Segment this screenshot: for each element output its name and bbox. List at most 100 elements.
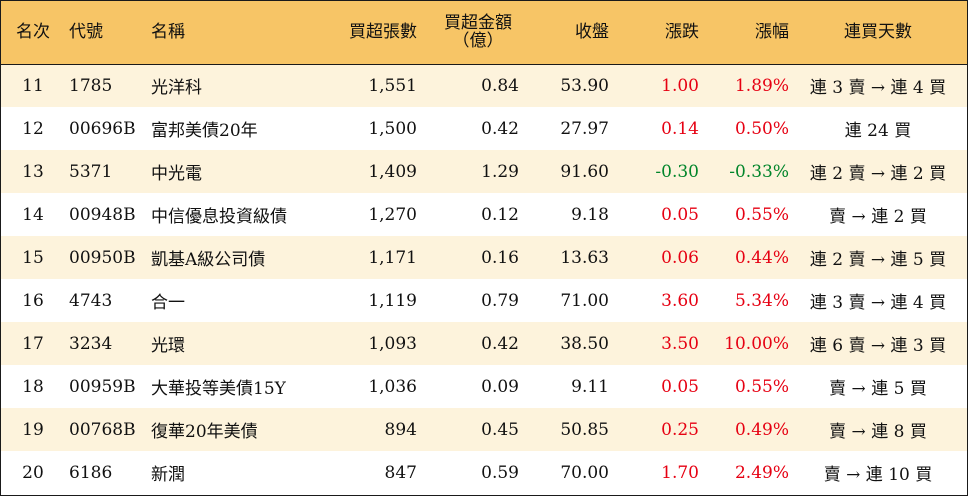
cell-buy-amount: 0.42 xyxy=(481,333,519,354)
cell-buy-lots: 1,171 xyxy=(368,247,417,268)
table-row: 15 00950B 凱基A級公司債 1,171 0.16 13.63 0.06 … xyxy=(1,236,967,279)
cell-change: 0.06 xyxy=(661,247,699,268)
cell-buy-lots: 1,270 xyxy=(368,204,417,225)
cell-consecutive-days: 賣 → 連 10 買 xyxy=(823,465,933,485)
cell-change: 1.70 xyxy=(661,462,699,483)
cell-pct: 0.49% xyxy=(734,419,789,440)
cell-buy-amount: 0.84 xyxy=(481,75,519,96)
cell-buy-lots: 894 xyxy=(384,419,417,440)
cell-buy-lots: 1,119 xyxy=(368,290,417,311)
header-consecutive-days: 連買天數 xyxy=(789,1,967,65)
header-code: 代號 xyxy=(65,1,147,65)
cell-buy-amount: 1.29 xyxy=(481,161,519,182)
header-buy-amount: 買超金額 （億） xyxy=(417,1,519,65)
cell-close: 70.00 xyxy=(560,462,609,483)
cell-consecutive-days: 賣 → 連 8 買 xyxy=(829,422,927,442)
table-row: 19 00768B 復華20年美債 894 0.45 50.85 0.25 0.… xyxy=(1,408,967,451)
cell-rank: 12 xyxy=(22,118,44,139)
cell-code: 00959B xyxy=(69,376,136,397)
cell-pct: -0.33% xyxy=(729,161,789,182)
cell-pct: 5.34% xyxy=(734,290,789,311)
cell-buy-lots: 1,036 xyxy=(368,376,417,397)
cell-buy-amount: 0.59 xyxy=(481,462,519,483)
table-row: 11 1785 光洋科 1,551 0.84 53.90 1.00 1.89% … xyxy=(1,64,967,107)
header-buy-amount-line2: （億） xyxy=(452,31,504,52)
cell-buy-lots: 1,093 xyxy=(368,333,417,354)
cell-buy-lots: 847 xyxy=(384,462,417,483)
cell-name: 復華20年美債 xyxy=(151,422,258,442)
cell-pct: 1.89% xyxy=(734,75,789,96)
cell-consecutive-days: 連 6 賣 → 連 3 買 xyxy=(809,336,947,356)
cell-change: 0.14 xyxy=(661,118,699,139)
header-pct: 漲幅 xyxy=(699,1,789,65)
cell-pct: 0.55% xyxy=(734,376,789,397)
cell-rank: 17 xyxy=(22,333,44,354)
cell-close: 91.60 xyxy=(560,161,609,182)
cell-code: 5371 xyxy=(69,161,113,182)
cell-rank: 16 xyxy=(22,290,44,311)
cell-close: 38.50 xyxy=(560,333,609,354)
cell-name: 合一 xyxy=(151,293,185,313)
cell-consecutive-days: 連 3 賣 → 連 4 買 xyxy=(809,78,947,99)
cell-buy-amount: 0.16 xyxy=(481,247,519,268)
cell-code: 00768B xyxy=(69,419,136,440)
cell-close: 27.97 xyxy=(560,118,609,139)
cell-name: 中光電 xyxy=(151,164,202,184)
cell-rank: 15 xyxy=(22,247,44,268)
cell-buy-amount: 0.79 xyxy=(481,290,519,311)
cell-close: 50.85 xyxy=(560,419,609,440)
cell-code: 1785 xyxy=(69,75,113,96)
cell-pct: 10.00% xyxy=(724,333,789,354)
table-row: 18 00959B 大華投等美債15Y 1,036 0.09 9.11 0.05… xyxy=(1,365,967,408)
header-close: 收盤 xyxy=(519,1,609,65)
cell-buy-amount: 0.42 xyxy=(481,118,519,139)
cell-pct: 0.50% xyxy=(734,118,789,139)
cell-consecutive-days: 賣 → 連 5 買 xyxy=(829,379,927,399)
cell-buy-amount: 0.45 xyxy=(481,419,519,440)
cell-consecutive-days: 連 2 賣 → 連 2 買 xyxy=(809,164,947,184)
cell-close: 53.90 xyxy=(560,75,609,96)
header-row: 名次 代號 名稱 買超張數 買超金額 （億） 收盤 漲跌 漲幅 連買天數 xyxy=(1,1,967,65)
cell-pct: 0.55% xyxy=(734,204,789,225)
cell-code: 00950B xyxy=(69,247,136,268)
cell-pct: 2.49% xyxy=(734,462,789,483)
cell-pct: 0.44% xyxy=(734,247,789,268)
cell-buy-amount: 0.09 xyxy=(481,376,519,397)
cell-rank: 18 xyxy=(22,376,44,397)
cell-name: 新潤 xyxy=(151,465,185,485)
cell-buy-amount: 0.12 xyxy=(481,204,519,225)
table-row: 13 5371 中光電 1,409 1.29 91.60 -0.30 -0.33… xyxy=(1,150,967,193)
cell-consecutive-days: 連 24 買 xyxy=(844,121,912,141)
header-buy-amount-line1: 買超金額 xyxy=(444,13,512,34)
cell-name: 光洋科 xyxy=(151,78,202,99)
cell-change: 1.00 xyxy=(661,75,699,96)
table-row: 12 00696B 富邦美債20年 1,500 0.42 27.97 0.14 … xyxy=(1,107,967,150)
table-row: 14 00948B 中信優息投資級債 1,270 0.12 9.18 0.05 … xyxy=(1,193,967,236)
cell-change: 0.25 xyxy=(661,419,699,440)
cell-rank: 19 xyxy=(22,419,44,440)
header-name: 名稱 xyxy=(147,1,325,65)
cell-code: 00948B xyxy=(69,204,136,225)
cell-code: 3234 xyxy=(69,333,113,354)
cell-close: 9.11 xyxy=(571,376,609,397)
cell-name: 凱基A級公司債 xyxy=(151,250,266,270)
cell-name: 光環 xyxy=(151,336,185,356)
cell-change: 3.50 xyxy=(661,333,699,354)
table-row: 17 3234 光環 1,093 0.42 38.50 3.50 10.00% … xyxy=(1,322,967,365)
cell-change: -0.30 xyxy=(655,161,699,182)
cell-code: 00696B xyxy=(69,118,136,139)
cell-rank: 20 xyxy=(22,462,44,483)
cell-rank: 13 xyxy=(22,161,44,182)
cell-name: 中信優息投資級債 xyxy=(151,207,287,227)
cell-code: 6186 xyxy=(69,462,113,483)
table-body: 11 1785 光洋科 1,551 0.84 53.90 1.00 1.89% … xyxy=(1,64,967,494)
cell-close: 9.18 xyxy=(571,204,609,225)
cell-consecutive-days: 賣 → 連 2 買 xyxy=(829,207,927,227)
header-change: 漲跌 xyxy=(609,1,699,65)
cell-name: 大華投等美債15Y xyxy=(151,379,286,399)
cell-buy-lots: 1,551 xyxy=(368,75,417,96)
cell-name: 富邦美債20年 xyxy=(151,121,258,141)
cell-consecutive-days: 連 2 賣 → 連 5 買 xyxy=(809,250,947,270)
